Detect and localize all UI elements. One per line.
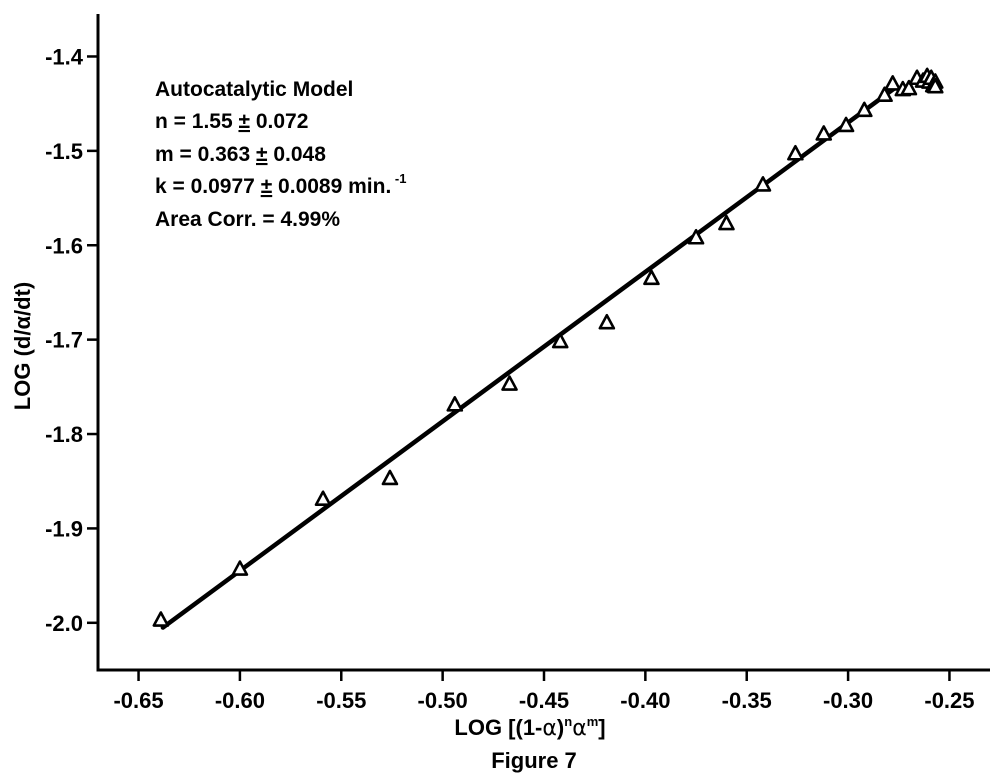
- y-tick-label: -1.4: [45, 44, 84, 69]
- data-point: [231, 560, 249, 576]
- annotation-area-corr: Area Corr. = 4.99%: [155, 208, 340, 231]
- x-tick-label: -0.60: [215, 688, 265, 713]
- data-point: [815, 125, 833, 141]
- y-tick-label: -1.6: [45, 233, 83, 258]
- figure-caption: Figure 7: [491, 748, 577, 773]
- data-point: [718, 214, 735, 231]
- y-axis-title: LOG (d/α/dt): [10, 282, 35, 410]
- y-tick-label: -1.8: [45, 422, 83, 447]
- x-tick-label: -0.50: [418, 688, 468, 713]
- data-point: [381, 469, 399, 486]
- data-point: [551, 332, 569, 349]
- fit-line: [160, 84, 899, 630]
- y-tick-label: -1.9: [45, 516, 83, 541]
- y-tick-label: -1.5: [45, 139, 83, 164]
- x-tick-label: -0.45: [519, 688, 569, 713]
- data-point: [856, 101, 873, 118]
- data-point: [598, 313, 616, 330]
- x-tick-label: -0.40: [620, 688, 670, 713]
- fit-line-group: [160, 84, 899, 630]
- data-point: [787, 144, 804, 161]
- data-point: [152, 611, 170, 627]
- x-tick-label: -0.55: [316, 688, 366, 713]
- x-axis-title: LOG [(1-α)nαm]: [454, 714, 605, 741]
- data-point: [501, 375, 518, 391]
- annotation-n-value: n = 1.55 ± 0.072: [155, 110, 308, 133]
- y-tick-label: -2.0: [45, 611, 83, 636]
- data-point: [446, 396, 464, 412]
- y-tick-label: -1.7: [45, 328, 83, 353]
- x-tick-label: -0.30: [823, 688, 873, 713]
- data-point: [900, 79, 918, 96]
- data-point: [314, 490, 332, 507]
- x-tick-label: -0.25: [924, 688, 974, 713]
- annotation-model-name: Autocatalytic Model: [155, 78, 353, 101]
- data-point: [926, 77, 944, 94]
- data-point: [754, 176, 772, 192]
- ticks: -0.65 -0.60 -0.55 -0.50 -0.45 -0.40 -0.35 -0.30…: [45, 44, 974, 713]
- data-point: [643, 269, 660, 286]
- data-point: [884, 75, 901, 91]
- annotation-m-value: m = 0.363 ± 0.048: [155, 143, 326, 166]
- annotation-k-value: k = 0.0977 ± 0.0089 min. -1: [155, 171, 406, 198]
- data-point: [837, 116, 855, 133]
- data-point: [687, 228, 705, 245]
- data-points: [152, 67, 944, 627]
- x-tick-label: -0.35: [722, 688, 772, 713]
- data-point: [876, 86, 893, 103]
- x-tick-label: -0.65: [113, 688, 163, 713]
